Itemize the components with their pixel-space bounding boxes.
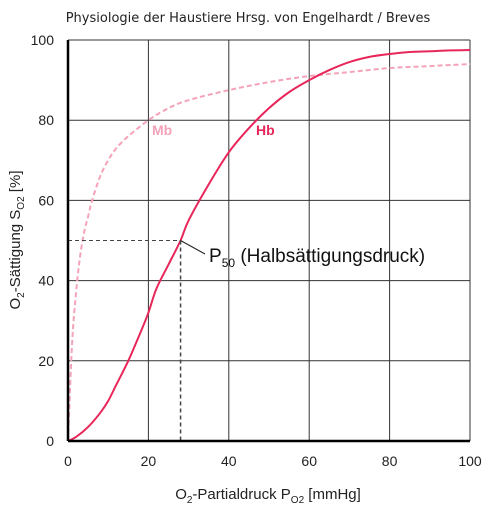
p50-reference-lines (68, 240, 206, 441)
series-label-hb: Hb (256, 122, 275, 138)
y-tick-label: 20 (38, 353, 54, 369)
series-layer (67, 49, 471, 442)
x-tick-label: 40 (221, 453, 237, 469)
series-line-mb (67, 63, 471, 442)
grid-lines (67, 39, 471, 442)
x-tick-label: 80 (382, 453, 398, 469)
y-axis-title-mid: -Sättigung S (7, 210, 24, 293)
y-tick-label: 60 (38, 192, 54, 208)
x-axis-title-sub1: 2 (187, 495, 193, 506)
y-tick-label: 80 (38, 112, 54, 128)
p50-annotation-subscript: 50 (222, 256, 236, 270)
p50-annotation: P50 (Halbsättigungsdruck) (209, 246, 425, 270)
axes (66, 40, 470, 443)
x-axis-title-mid: -Partialdruck P (192, 486, 290, 503)
y-axis-title-unit: [%] (7, 171, 24, 197)
y-axis-title-sub1: 2 (16, 292, 27, 298)
x-tick-label: 20 (141, 453, 157, 469)
p50-annotation-text: (Halbsättigungsdruck) (235, 246, 425, 267)
y-tick-label: 0 (46, 433, 54, 449)
y-tick-label: 100 (31, 32, 55, 48)
x-tick-label: 100 (458, 453, 482, 469)
tick-labels: 0 20 40 60 80 100 0 20 40 60 80 100 (31, 32, 482, 469)
y-tick-label: 40 (38, 273, 54, 289)
header-text: Physiologie der Haustiere Hrsg. von Enge… (66, 11, 431, 26)
x-axis-title-sub2: O2 (291, 495, 305, 506)
x-axis-title: O2-Partialdruck PO2 [mmHg] (175, 486, 361, 506)
x-axis-title-unit: [mmHg] (304, 486, 361, 503)
y-axis-title-main: O (7, 298, 24, 310)
y-axis-title: O2-Sättigung SO2 [%] (7, 171, 27, 310)
x-tick-label: 0 (64, 453, 72, 469)
x-tick-label: 60 (301, 453, 317, 469)
x-axis-title-main: O (175, 486, 187, 503)
y-axis-title-sub2: O2 (16, 196, 27, 210)
p50-annotation-symbol: P (209, 246, 222, 267)
series-label-mb: Mb (152, 122, 172, 138)
p50-leader-line (180, 240, 206, 255)
series-line-hb (67, 49, 471, 442)
